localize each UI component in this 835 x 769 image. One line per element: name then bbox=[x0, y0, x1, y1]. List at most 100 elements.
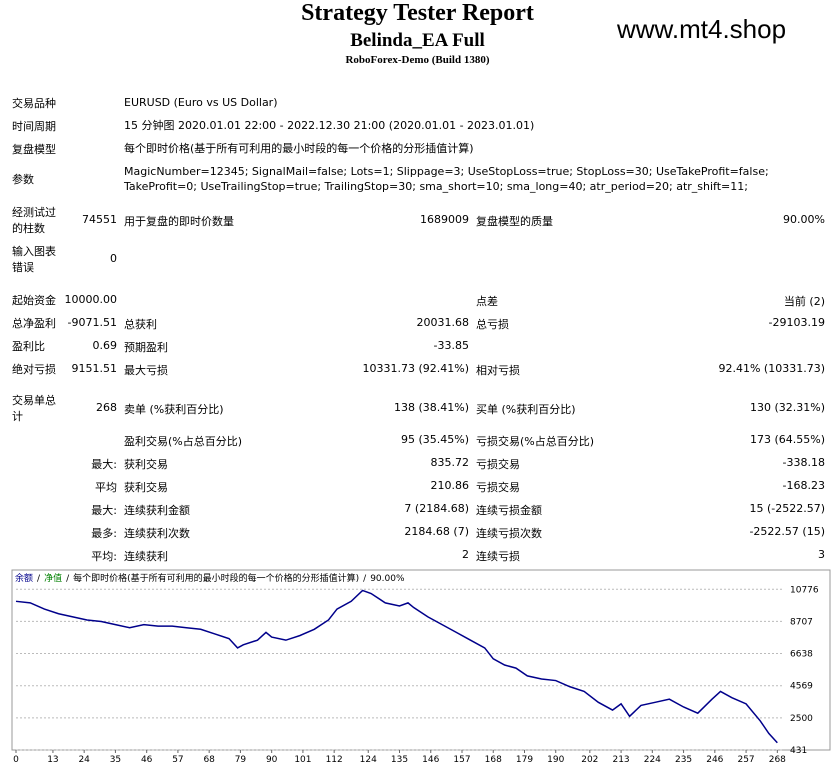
x-tick-label: 124 bbox=[360, 755, 377, 765]
legend-separator: / bbox=[363, 574, 367, 584]
stat-label: 总净盈利 bbox=[12, 317, 56, 330]
stat-value: -9071.51 bbox=[67, 316, 117, 329]
legend-entry: 余额 bbox=[15, 572, 33, 584]
x-tick-label: 268 bbox=[769, 755, 786, 765]
stat-value: 20031.68 bbox=[416, 316, 470, 329]
x-tick-label: 190 bbox=[547, 755, 564, 765]
stat-value: 0 bbox=[110, 252, 117, 265]
stat-value: 当前 (2) bbox=[783, 295, 825, 308]
stat-label: 卖单 (%获利百分比) bbox=[124, 403, 224, 416]
stat-value: 92.41% (10331.73) bbox=[718, 362, 825, 375]
legend-entry: 净值 bbox=[44, 572, 62, 584]
stat-value: 210.86 bbox=[430, 479, 470, 492]
stat-value: 2184.68 (7) bbox=[404, 525, 469, 538]
stat-value: -33.85 bbox=[433, 339, 469, 352]
x-tick-label: 13 bbox=[47, 755, 58, 765]
stat-label: 连续亏损金额 bbox=[476, 504, 542, 517]
chart-frame bbox=[11, 569, 831, 751]
x-tick-label: 68 bbox=[203, 755, 215, 765]
stat-value: 平均 bbox=[95, 481, 117, 494]
stat-value: 1689009 bbox=[420, 213, 469, 226]
info-value: 每个即时价格(基于所有可利用的最小时段的每一个价格的分形插值计算) bbox=[124, 142, 474, 155]
stat-value: 138 (38.41%) bbox=[393, 401, 469, 414]
stat-label: 总亏损 bbox=[476, 318, 509, 331]
stat-label: 买单 (%获利百分比) bbox=[476, 403, 576, 416]
info-label: 复盘模型 bbox=[12, 143, 56, 156]
info-value: 15 分钟图 2020.01.01 22:00 - 2022.12.30 21:… bbox=[124, 119, 535, 132]
stat-label: 盈利比 bbox=[12, 340, 45, 353]
stat-value: 90.00% bbox=[783, 213, 825, 226]
stat-value: 74551 bbox=[82, 213, 117, 226]
build: RoboForex-Demo (Build 1380) bbox=[345, 54, 490, 66]
legend-separator: / bbox=[37, 574, 41, 584]
stat-label: 连续获利 bbox=[124, 550, 168, 563]
y-tick-label: 10776 bbox=[790, 585, 819, 595]
stat-value: -2522.57 (15) bbox=[749, 525, 825, 538]
stat-value: 平均: bbox=[91, 550, 117, 563]
y-tick-label: 4569 bbox=[790, 682, 813, 692]
legend-model: 每个即时价格(基于所有可利用的最小时段的每一个价格的分形插值计算) bbox=[73, 572, 359, 584]
legend-separator: / bbox=[66, 574, 70, 584]
x-tick-label: 90 bbox=[266, 755, 278, 765]
stat-value: 15 (-2522.57) bbox=[749, 502, 825, 515]
info-value: EURUSD (Euro vs US Dollar) bbox=[124, 96, 278, 109]
stat-label: 复盘模型的质量 bbox=[476, 215, 553, 228]
stat-value: 10000.00 bbox=[64, 293, 118, 306]
stat-label: 连续获利次数 bbox=[124, 527, 190, 540]
x-tick-label: 202 bbox=[581, 755, 598, 765]
x-tick-label: 79 bbox=[235, 755, 247, 765]
watermark: www.mt4.shop bbox=[617, 14, 787, 44]
x-tick-label: 179 bbox=[516, 755, 533, 765]
y-tick-label: 6638 bbox=[790, 650, 813, 660]
stat-label: 交易单总计 bbox=[12, 394, 56, 423]
stat-value: 最多: bbox=[91, 527, 117, 540]
info-label: 时间周期 bbox=[12, 120, 56, 133]
stat-label: 绝对亏损 bbox=[12, 363, 56, 376]
stat-label: 亏损交易 bbox=[476, 481, 520, 494]
stat-value: 835.72 bbox=[430, 456, 470, 469]
x-tick-label: 246 bbox=[706, 755, 723, 765]
stat-label: 盈利交易(%占总百分比) bbox=[124, 435, 243, 448]
y-tick-label: 8707 bbox=[790, 617, 813, 627]
info-label: 参数 bbox=[12, 173, 34, 186]
x-tick-label: 135 bbox=[391, 755, 408, 765]
x-tick-label: 213 bbox=[612, 755, 629, 765]
stat-value: 2 bbox=[462, 548, 469, 561]
stat-label: 连续亏损 bbox=[476, 550, 520, 563]
x-tick-label: 24 bbox=[78, 755, 90, 765]
stat-value: 最大: bbox=[91, 458, 117, 471]
stat-label: 连续获利金额 bbox=[124, 504, 190, 517]
x-tick-label: 57 bbox=[172, 755, 183, 765]
stat-value: 173 (64.55%) bbox=[749, 433, 825, 446]
stat-value: 10331.73 (92.41%) bbox=[362, 362, 469, 375]
stat-value: 3 bbox=[818, 548, 825, 561]
x-tick-label: 46 bbox=[141, 755, 153, 765]
stat-value: 130 (32.31%) bbox=[749, 401, 825, 414]
stat-label: 输入图表错误 bbox=[12, 245, 56, 274]
stat-label: 总获利 bbox=[124, 318, 157, 331]
stat-value: 最大: bbox=[91, 504, 117, 517]
stat-value: 7 (2184.68) bbox=[404, 502, 469, 515]
stat-label: 点差 bbox=[476, 295, 498, 308]
stat-label: 起始资金 bbox=[12, 294, 56, 307]
x-tick-label: 157 bbox=[453, 755, 470, 765]
x-tick-label: 257 bbox=[737, 755, 754, 765]
stat-value: -29103.19 bbox=[768, 316, 825, 329]
title: Strategy Tester Report bbox=[301, 0, 534, 26]
legend-quality: 90.00% bbox=[370, 574, 405, 584]
info-value: MagicNumber=12345; SignalMail=false; Lot… bbox=[124, 165, 769, 193]
stat-label: 亏损交易(%占总百分比) bbox=[476, 435, 595, 448]
stat-label: 相对亏损 bbox=[476, 364, 520, 377]
stat-value: -338.18 bbox=[782, 456, 825, 469]
stat-label: 获利交易 bbox=[124, 481, 168, 494]
subtitle: Belinda_EA Full bbox=[350, 30, 485, 51]
x-tick-label: 35 bbox=[110, 755, 121, 765]
stat-label: 亏损交易 bbox=[476, 458, 520, 471]
balance-line bbox=[15, 589, 778, 744]
stat-value: 95 (35.45%) bbox=[400, 433, 469, 446]
stat-label: 用于复盘的即时价数量 bbox=[124, 215, 234, 228]
stat-label: 获利交易 bbox=[124, 458, 168, 471]
y-tick-label: 2500 bbox=[790, 714, 813, 724]
